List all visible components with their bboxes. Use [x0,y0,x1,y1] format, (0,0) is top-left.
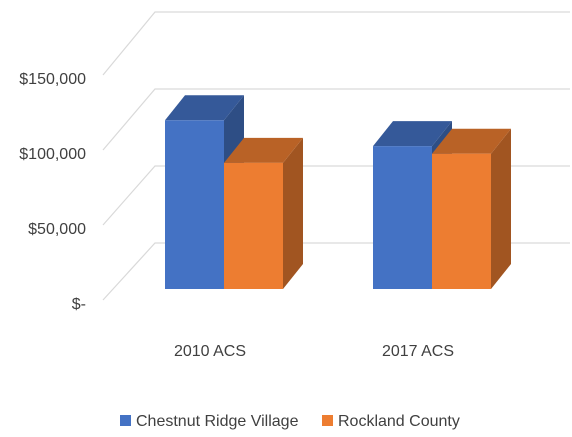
grid-line [102,88,570,151]
legend-swatch [322,415,333,426]
bar-side [491,128,511,289]
x-tick-label: 2010 ACS [174,343,246,360]
bar-side [283,137,303,289]
legend-label: Rockland County [338,413,460,430]
x-tick-label: 2017 ACS [382,343,454,360]
bar [165,120,224,289]
bar-top [224,137,303,163]
y-tick-label: $- [72,296,86,313]
bar [224,162,283,289]
legend-swatch [120,415,131,426]
bar [373,146,432,289]
bar-top [165,95,244,121]
y-tick-label: $50,000 [28,221,86,238]
y-tick-label: $100,000 [19,146,86,163]
bar [432,153,491,289]
grid-line [102,11,570,76]
legend-label: Chestnut Ridge Village [136,413,299,430]
bar-top [373,121,452,147]
y-tick-label: $150,000 [19,71,86,88]
bar-top [432,128,511,154]
